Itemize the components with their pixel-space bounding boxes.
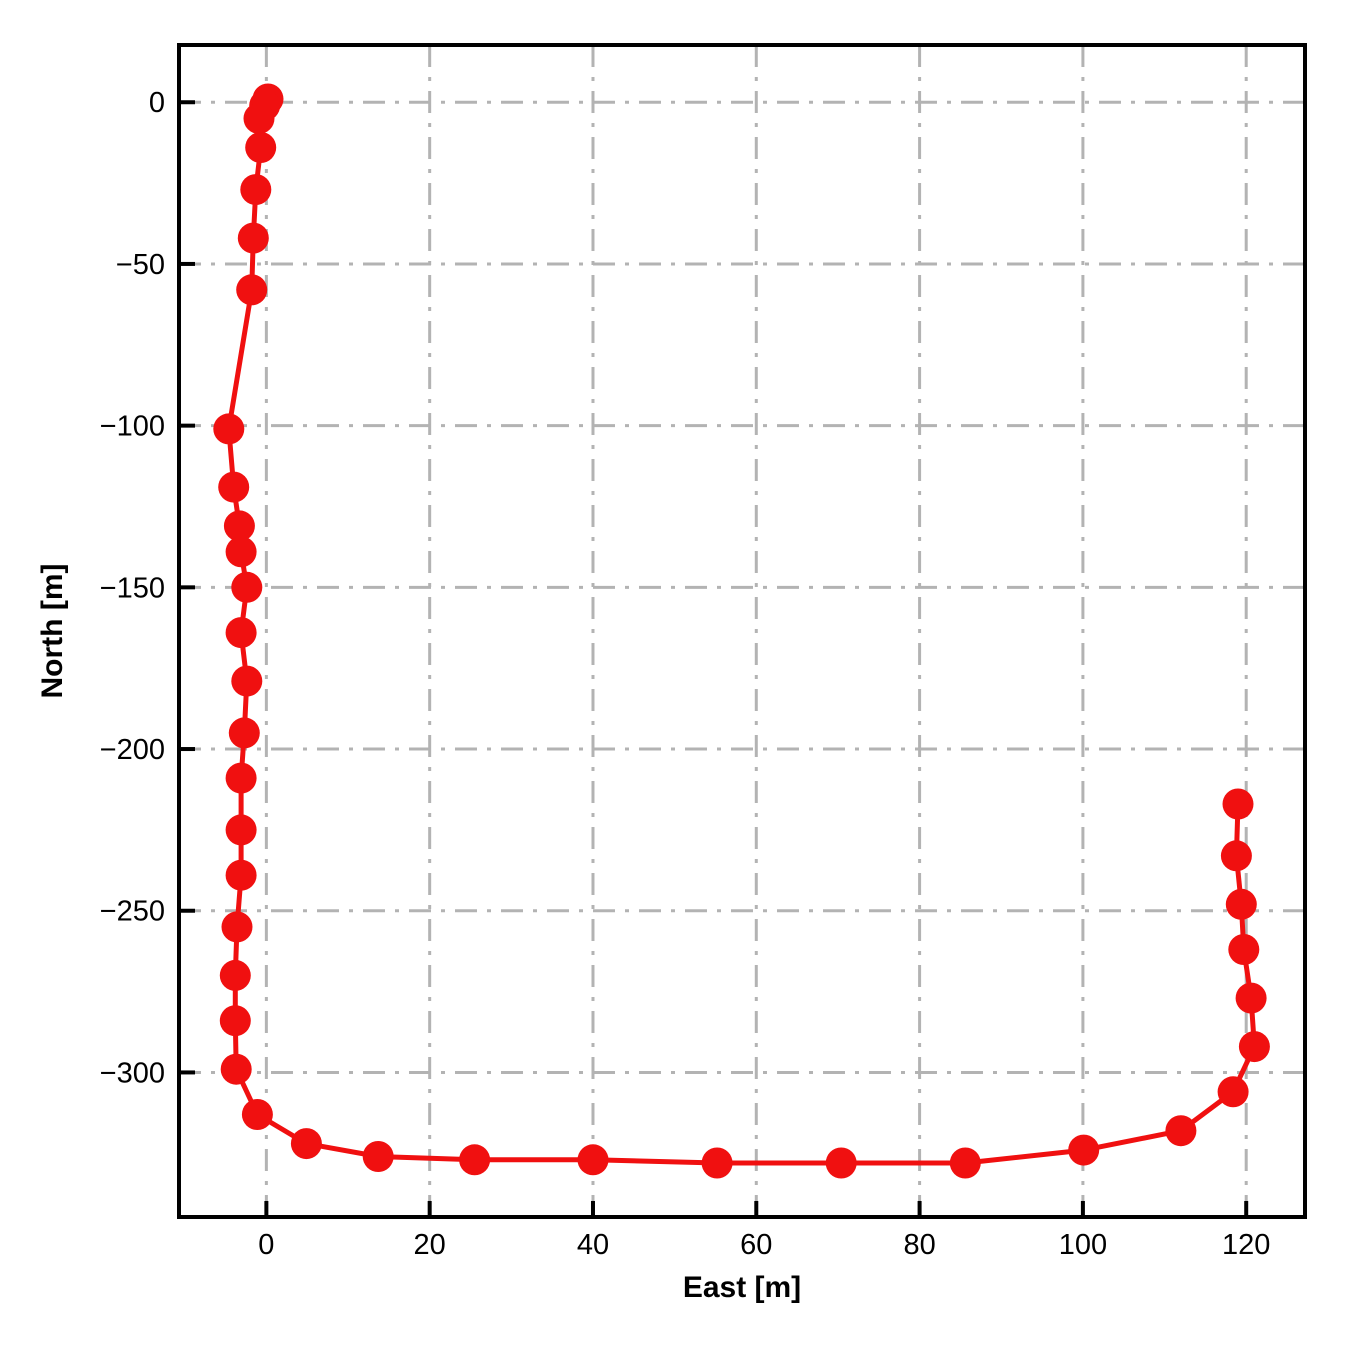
data-point-marker [225,814,257,846]
y-tick-label: −150 [100,572,165,604]
data-point-marker [231,571,263,603]
data-point-marker [1222,788,1254,820]
data-point-marker [218,471,250,503]
y-tick-label: −50 [116,249,165,281]
data-point-marker [225,536,257,568]
data-point-marker [225,617,257,649]
data-point-marker [221,911,253,943]
x-tick-label: 60 [740,1229,772,1261]
data-point-marker [459,1144,491,1176]
y-tick-label: −250 [100,896,165,928]
data-point-marker [240,174,272,206]
data-point-marker [220,1053,252,1085]
data-point-marker [237,222,269,254]
data-point-marker [1068,1134,1100,1166]
data-point-marker [213,413,245,445]
x-tick-label: 120 [1222,1229,1270,1261]
x-tick-label: 80 [903,1229,935,1261]
data-point-marker [231,665,263,697]
data-point-marker [949,1147,981,1179]
data-point-marker [241,1099,273,1130]
data-point-marker [825,1147,857,1179]
x-tick-label: 100 [1059,1229,1107,1261]
data-point-marker [362,1141,394,1172]
y-tick-label: −200 [100,734,165,766]
data-point-marker [236,274,268,306]
y-axis-label: North [m] [36,563,69,699]
x-tick-label: 20 [414,1229,446,1261]
trajectory-line [226,96,1257,1166]
data-point-marker [245,132,277,163]
data-point-marker [243,102,275,134]
data-point-marker [1235,982,1267,1014]
x-tick-label: 0 [258,1229,274,1261]
y-tick-label: 0 [149,87,165,119]
y-tick-label: −100 [100,411,165,443]
data-point-marker [701,1147,733,1179]
x-tick-label: 40 [577,1229,609,1261]
data-point-marker [225,762,257,794]
y-tick-label: −300 [100,1057,165,1089]
x-axis-label: East [m] [682,1271,802,1304]
data-point-marker [1238,1031,1270,1063]
data-point-marker [1228,934,1260,965]
data-point-marker [225,859,257,891]
data-point-marker [1220,840,1252,872]
data-point-marker [223,510,255,542]
plot-border [177,43,1307,1219]
data-point-marker [228,717,260,749]
data-point-marker [219,1005,251,1037]
data-point-marker [1225,888,1257,920]
data-point-marker [1217,1076,1249,1108]
data-point-marker [1165,1115,1197,1147]
data-point-marker [290,1128,322,1160]
data-point-marker [219,959,251,991]
data-point-marker [577,1144,609,1176]
